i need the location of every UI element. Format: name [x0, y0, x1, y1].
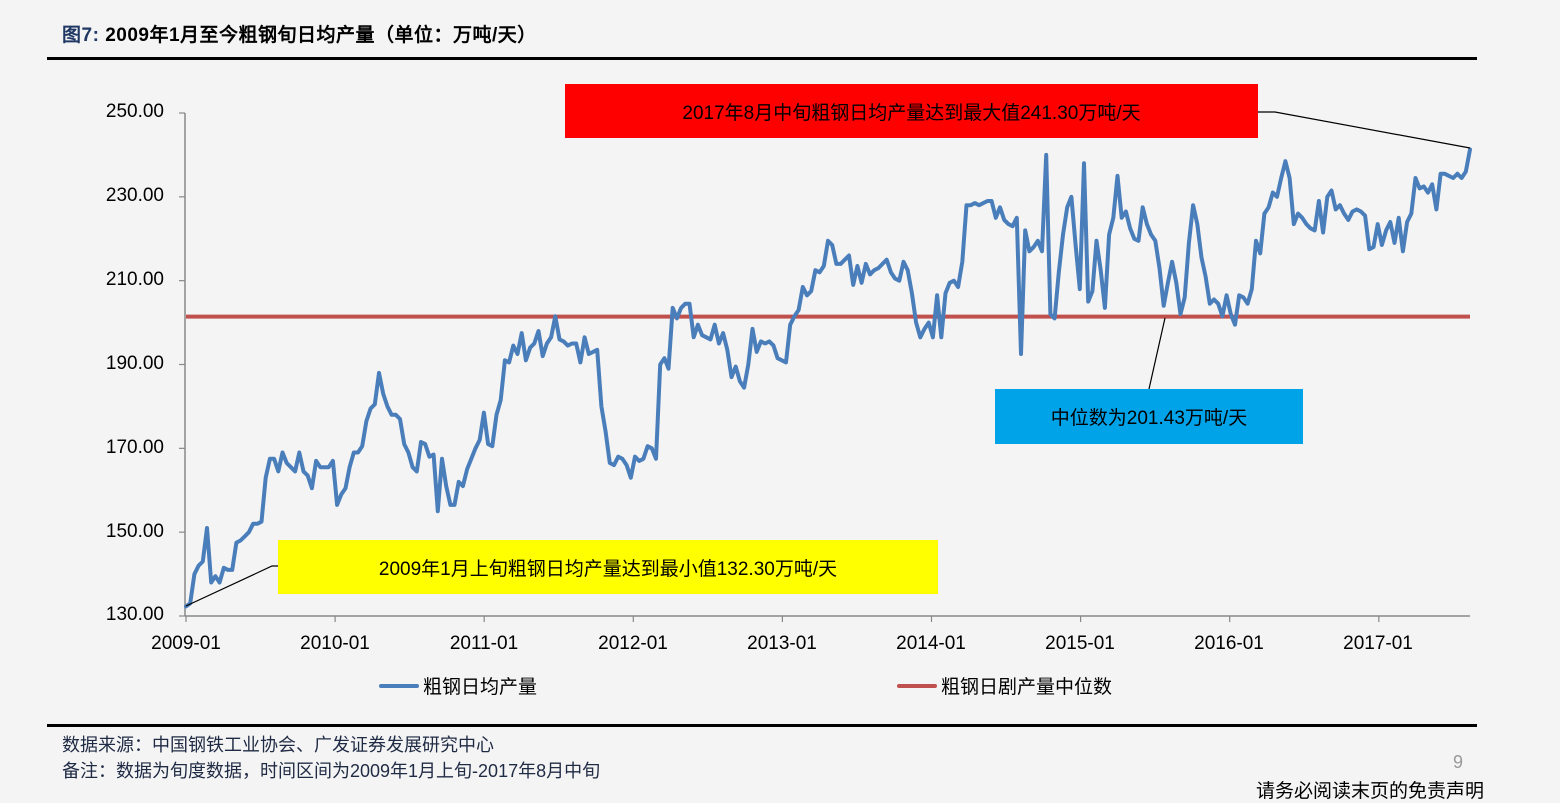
x-tick-label: 2013-01	[747, 633, 817, 654]
page-number: 9	[1453, 752, 1464, 772]
legend-label: 粗钢日均产量	[423, 677, 538, 698]
min-leader-line	[185, 565, 282, 607]
disclaimer-link[interactable]: 请务必阅读末页的免责声明	[1256, 781, 1485, 802]
y-tick-label: 170.00	[105, 437, 164, 458]
legend-item-series: 粗钢日均产量	[379, 672, 537, 699]
x-tick-label: 2011-01	[449, 633, 519, 654]
data-source: 数据来源：中国钢铁工业协会、广发证券发展研究中心	[62, 735, 494, 755]
bottom-divider	[47, 724, 1477, 727]
y-tick-label: 150.00	[105, 521, 164, 542]
median-leader-line	[1148, 317, 1166, 390]
median-callout: 中位数为201.43万吨/天	[995, 389, 1303, 444]
data-note: 备注：数据为旬度数据，时间区间为2009年1月上旬-2017年8月中旬	[62, 761, 601, 781]
max-value-callout: 2017年8月中旬粗钢日均产量达到最大值241.30万吨/天	[565, 84, 1258, 138]
x-tick-label: 2010-01	[300, 633, 370, 654]
x-tick-label: 2016-01	[1194, 633, 1264, 654]
y-tick-label: 190.00	[105, 353, 164, 374]
legend-item-median: 粗钢日剧产量中位数	[897, 672, 1112, 699]
figure-title-text: 2009年1月至今粗钢旬日均产量（单位：万吨/天）	[105, 25, 537, 46]
legend-swatch-red	[897, 683, 937, 688]
x-tick-label: 2012-01	[598, 633, 668, 654]
min-value-callout: 2009年1月上旬粗钢日均产量达到最小值132.30万吨/天	[278, 540, 938, 594]
top-divider	[47, 57, 1477, 60]
x-tick-label: 2017-01	[1343, 633, 1413, 654]
legend-label: 粗钢日剧产量中位数	[941, 677, 1113, 698]
x-tick-label: 2015-01	[1045, 633, 1115, 654]
chart-axes	[179, 112, 1470, 622]
y-tick-label: 250.00	[105, 101, 164, 122]
x-tick-label: 2014-01	[896, 633, 966, 654]
y-tick-label: 130.00	[105, 604, 164, 625]
figure-label: 图7:	[62, 25, 100, 46]
y-tick-label: 210.00	[105, 269, 164, 290]
series-line	[184, 147, 1472, 609]
x-tick-label: 2009-01	[151, 633, 221, 654]
figure-title: 图7: 2009年1月至今粗钢旬日均产量（单位：万吨/天）	[62, 20, 537, 47]
max-leader-line	[1258, 111, 1471, 149]
legend-swatch-blue	[379, 683, 419, 688]
y-tick-label: 230.00	[105, 185, 164, 206]
